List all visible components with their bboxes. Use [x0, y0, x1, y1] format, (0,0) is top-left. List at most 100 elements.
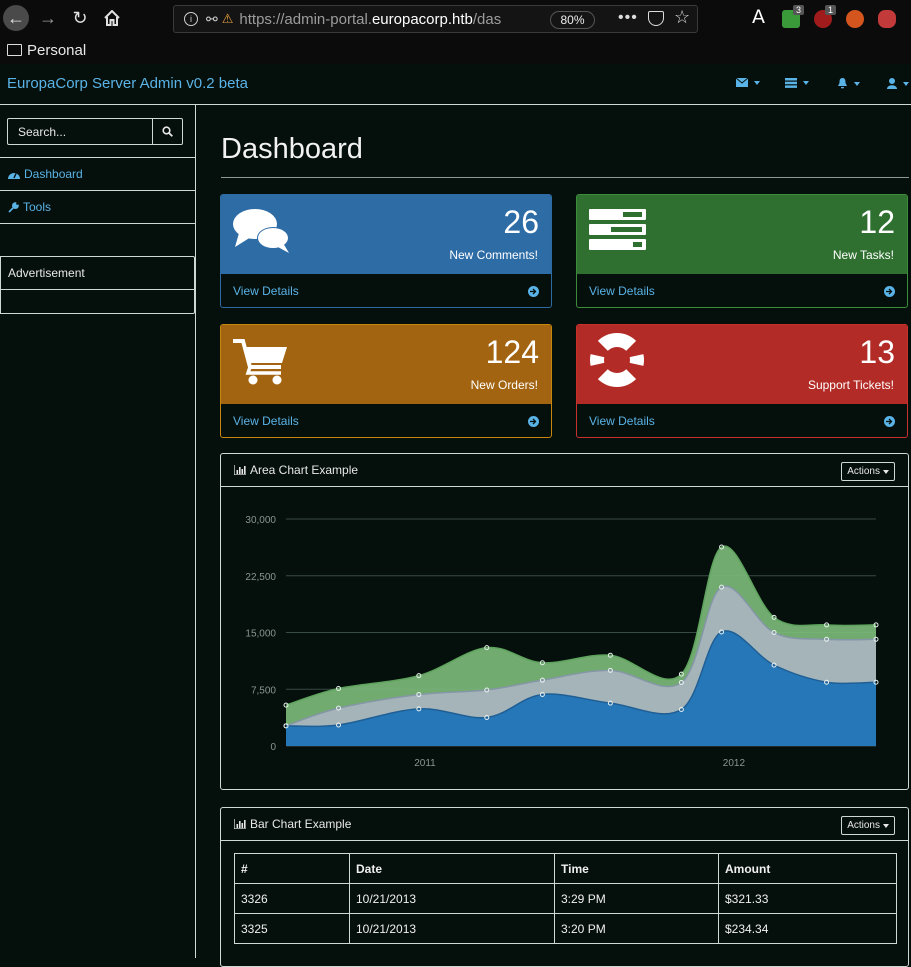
- user-dropdown[interactable]: [887, 78, 909, 89]
- support-count: 13: [859, 334, 895, 370]
- tasks-icon: [589, 209, 646, 250]
- sidebar-item-tools[interactable]: Tools: [0, 190, 196, 224]
- tasks-icon: [785, 78, 797, 88]
- home-icon: [104, 10, 120, 26]
- data-point: [719, 584, 725, 590]
- data-point: [607, 700, 613, 706]
- data-point: [824, 636, 830, 642]
- series-area: [286, 630, 876, 746]
- area-chart-actions-button[interactable]: Actions: [841, 462, 895, 481]
- data-point: [539, 691, 545, 697]
- tasks-dropdown[interactable]: [785, 78, 809, 88]
- series-line: [285, 545, 877, 706]
- extension-orange-icon[interactable]: [846, 10, 864, 28]
- data-point: [771, 630, 777, 635]
- key-icon[interactable]: ⚯: [206, 10, 218, 27]
- area-chart-heading: Area Chart Example Actions: [221, 454, 908, 487]
- wrench-icon: [8, 201, 19, 213]
- data-point: [678, 671, 684, 677]
- data-point: [539, 677, 545, 683]
- reload-button[interactable]: ↻: [72, 7, 88, 28]
- forward-button[interactable]: →: [39, 7, 57, 28]
- envelope-icon: [736, 78, 748, 87]
- orders-count: 124: [485, 334, 539, 370]
- tasks-view-details[interactable]: View Details: [577, 274, 907, 307]
- x-tick-label: 2011: [414, 758, 436, 769]
- view-details-link[interactable]: View Details: [233, 414, 299, 428]
- brand-title[interactable]: EuropaCorp Server Admin v0.2 beta: [7, 75, 248, 92]
- table-row: 3325 10/21/2013 3:20 PM $234.34: [234, 913, 897, 944]
- series-line: [285, 630, 877, 728]
- messages-dropdown[interactable]: [736, 78, 760, 87]
- bookmark-star-icon[interactable]: ☆: [674, 7, 691, 27]
- bookmark-folder-personal[interactable]: Personal: [27, 42, 87, 59]
- search-button[interactable]: [153, 118, 183, 145]
- data-point: [607, 652, 613, 658]
- title-divider: [221, 177, 909, 178]
- back-button[interactable]: ←: [3, 5, 29, 31]
- data-point: [678, 679, 684, 685]
- home-button[interactable]: [99, 5, 125, 31]
- table-cell: $234.34: [718, 913, 897, 944]
- bar-chart-heading: Bar Chart Example Actions: [221, 808, 908, 841]
- pocket-icon[interactable]: [648, 11, 664, 26]
- data-point: [283, 702, 289, 708]
- info-icon[interactable]: i: [184, 12, 198, 26]
- data-point: [678, 707, 684, 713]
- life-ring-icon: [590, 333, 644, 387]
- data-point: [484, 645, 490, 651]
- url-text[interactable]: https://admin-portal.europacorp.htb/das: [239, 10, 502, 28]
- data-point: [824, 679, 830, 685]
- area-chart-title: Area Chart Example: [250, 463, 359, 477]
- column-header: Date: [349, 853, 555, 884]
- data-point: [607, 667, 613, 673]
- url-bar[interactable]: i ⚯ ⚠ https://admin-portal.europacorp.ht…: [173, 5, 698, 33]
- bar-chart-actions-button[interactable]: Actions: [841, 816, 895, 835]
- data-point: [719, 629, 725, 635]
- extension-badge: 1: [825, 5, 837, 15]
- view-details-link[interactable]: View Details: [233, 284, 299, 298]
- table-cell: 10/21/2013: [349, 913, 555, 944]
- support-panel: 13 Support Tickets! View Details: [576, 324, 908, 438]
- table-header-row: # Date Time Amount: [234, 853, 897, 884]
- page-title: Dashboard: [221, 133, 363, 165]
- comments-label: New Comments!: [449, 248, 538, 262]
- data-point: [336, 685, 342, 691]
- tasks-label: New Tasks!: [832, 248, 894, 262]
- sidebar-item-label: Dashboard: [24, 167, 83, 181]
- zoom-level-badge[interactable]: 80%: [550, 11, 595, 29]
- data-point: [336, 722, 342, 728]
- series-line: [285, 585, 877, 727]
- reader-font-icon[interactable]: A: [752, 6, 765, 28]
- page-actions-icon[interactable]: •••: [618, 9, 638, 26]
- advertisement-heading: Advertisement: [1, 257, 194, 290]
- orders-view-details[interactable]: View Details: [221, 404, 551, 437]
- comments-view-details[interactable]: View Details: [221, 274, 551, 307]
- y-tick-label: 0: [270, 742, 276, 753]
- browser-toolbar: ← → ↻ i ⚯ ⚠ https://admin-portal.europac…: [0, 0, 911, 38]
- insecure-lock-icon[interactable]: ⚠: [221, 11, 234, 26]
- data-point: [771, 614, 777, 620]
- view-details-link[interactable]: View Details: [589, 414, 655, 428]
- orders-panel: 124 New Orders! View Details: [220, 324, 552, 438]
- shopping-cart-icon: [233, 339, 287, 385]
- bell-icon: [838, 78, 847, 89]
- table-cell: 3:20 PM: [554, 913, 719, 944]
- support-label: Support Tickets!: [807, 378, 894, 392]
- sidebar-item-dashboard[interactable]: Dashboard: [0, 157, 196, 190]
- arrow-circle-right-icon: [528, 415, 539, 427]
- column-header: Time: [554, 853, 719, 884]
- alerts-dropdown[interactable]: [837, 78, 860, 89]
- bookmarks-bar: Personal: [0, 38, 911, 64]
- data-point: [416, 706, 422, 712]
- y-tick-label: 7,500: [251, 685, 276, 696]
- data-point: [771, 662, 777, 668]
- support-view-details[interactable]: View Details: [577, 404, 907, 437]
- extension-shield-icon[interactable]: [878, 10, 896, 28]
- arrow-circle-right-icon: [528, 285, 539, 297]
- table-cell: 3:29 PM: [554, 883, 719, 914]
- view-details-link[interactable]: View Details: [589, 284, 655, 298]
- search-input[interactable]: [7, 118, 153, 145]
- data-point: [539, 660, 545, 666]
- data-point: [416, 692, 422, 698]
